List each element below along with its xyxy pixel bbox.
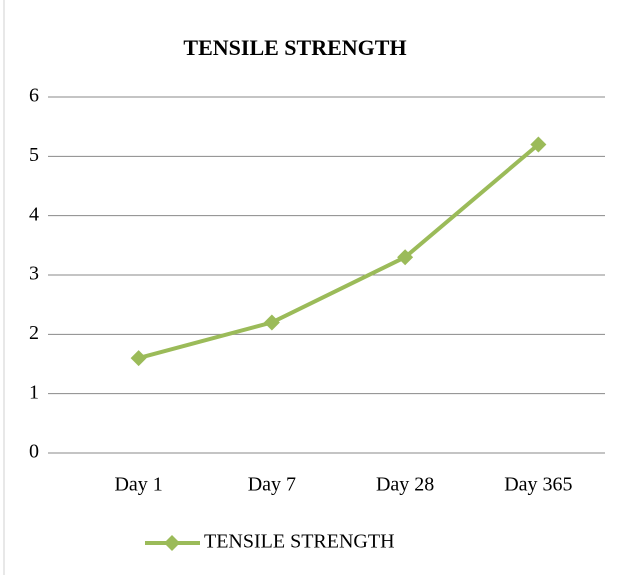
y-tick-label: 2 [29,322,39,344]
x-tick-label: Day 365 [504,474,572,496]
data-line [139,144,539,358]
chart: TENSILE STRENGTH 0 1 2 3 4 5 6 Day 1 Day 7 Day 28… [0,0,631,575]
y-tick-label: 0 [29,441,39,463]
y-tick-label: 4 [29,203,39,225]
y-tick-label: 5 [29,144,39,166]
chart-title: TENSILE STRENGTH [183,35,406,60]
y-tick-label: 3 [29,263,39,285]
data-point [131,350,147,366]
legend-label: TENSILE STRENGTH [204,531,395,553]
legend-marker [164,535,180,551]
x-tick-label: Day 28 [376,474,434,496]
y-tick-label: 6 [29,85,39,107]
x-tick-label: Day 1 [114,474,162,496]
data-point [264,314,280,330]
y-tick-label: 1 [29,381,39,403]
page: {"chart_data": {"type": "line", "title":… [0,0,631,575]
x-tick-label: Day 7 [248,474,296,496]
